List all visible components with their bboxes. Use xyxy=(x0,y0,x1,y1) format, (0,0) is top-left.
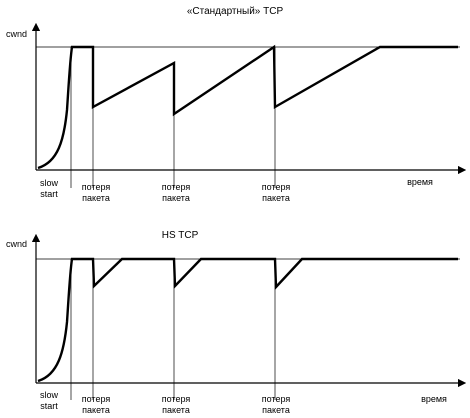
loss-label: пакета xyxy=(82,405,110,415)
slow-start-label: slow xyxy=(40,390,59,400)
loss-label: потеря xyxy=(162,394,191,404)
loss-label: пакета xyxy=(162,193,190,203)
panel-title: «Стандартный» TCP xyxy=(187,6,284,17)
slow-start-label: start xyxy=(40,401,58,411)
slow-start-label: slow xyxy=(40,178,59,188)
loss-label: пакета xyxy=(262,405,290,415)
panel-hs-tcp: HS TCP cwnd slow start потеря пакета пот… xyxy=(6,230,467,415)
loss-label: пакета xyxy=(162,405,190,415)
cwnd-curve xyxy=(37,257,458,383)
loss-label: пакета xyxy=(82,193,110,203)
slow-start-label: start xyxy=(40,189,58,199)
cwnd-curve xyxy=(37,44,458,170)
panel-title: HS TCP xyxy=(162,230,199,241)
loss-label: потеря xyxy=(262,182,291,192)
y-axis-label: cwnd xyxy=(6,239,27,249)
loss-label: потеря xyxy=(262,394,291,404)
loss-label: потеря xyxy=(162,182,191,192)
x-axis-label: время xyxy=(407,177,433,187)
loss-label: потеря xyxy=(82,394,111,404)
panel-standard-tcp: «Стандартный» TCP cwnd slow start потеря… xyxy=(6,6,467,203)
x-axis-label: время xyxy=(421,394,447,404)
loss-label: потеря xyxy=(82,182,111,192)
loss-label: пакета xyxy=(262,193,290,203)
y-axis-label: cwnd xyxy=(6,29,27,39)
